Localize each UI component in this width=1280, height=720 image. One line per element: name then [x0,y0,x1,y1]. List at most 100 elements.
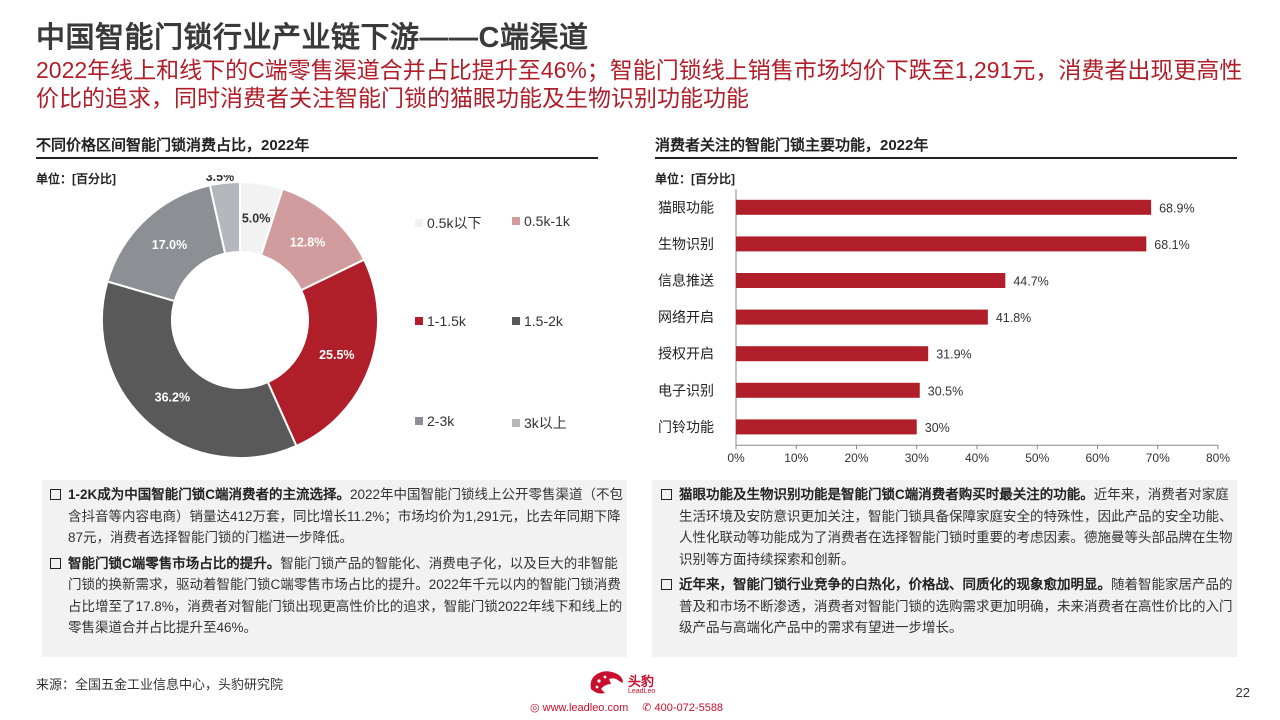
x-tick-label: 0% [727,451,745,465]
legend-item: 0.5k-1k [512,213,570,229]
left-note-2: 智能门锁C端零售市场占比的提升。智能门锁产品的智能化、消费电子化，以及巨大的非智… [50,553,625,639]
left-chart-title: 不同价格区间智能门锁消费占比，2022年 [36,137,310,154]
bar-data-label: 44.7% [1013,275,1048,289]
legend-swatch [415,219,423,227]
legend-swatch [415,417,423,425]
donut-data-label: 3.5% [206,175,235,184]
bar [736,419,917,435]
x-tick-label: 70% [1146,451,1170,465]
page-title: 中国智能门锁行业产业链下游——C端渠道 [36,22,589,54]
page-number: 22 [1235,685,1250,700]
bar-data-label: 30.5% [928,384,963,398]
checkbox-bullet-icon [661,579,672,590]
legend-label: 1-1.5k [427,313,466,329]
page-subtitle: 2022年线上和线下的C端零售渠道合并占比提升至46%；智能门锁线上销售市场均价… [36,57,1243,111]
bar-category-label: 网络开启 [658,309,714,325]
bar-data-label: 41.8% [996,311,1031,325]
left-chart-unit: 单位：[百分比] [36,172,116,186]
legend-label: 0.5k以下 [427,215,482,231]
bar-category-label: 电子识别 [658,382,714,398]
left-notes: 1-2K成为中国智能门锁C端消费者的主流选择。2022年中国智能门锁线上公开零售… [50,484,625,643]
legend-swatch [512,317,520,325]
bar-category-label: 信息推送 [658,273,714,289]
x-tick-label: 20% [844,451,868,465]
x-tick-label: 10% [784,451,808,465]
right-chart-unit: 单位：[百分比] [655,172,735,186]
brand-name-en: LeadLeo [628,688,656,695]
legend-item: 1.5-2k [512,313,563,329]
phone-icon: ✆ [642,702,652,714]
legend-item: 0.5k以下 [415,213,481,233]
checkbox-bullet-icon [50,557,61,569]
left-note-2-bold: 智能门锁C端零售市场占比的提升。 [68,555,281,571]
donut-slice [106,184,227,303]
checkbox-bullet-icon [50,489,61,500]
left-note-2-text: 智能门锁产品的智能化、消费电子化，以及巨大的非智能门锁的换新需求，驱动着智能门锁… [68,555,623,636]
donut-chart: 5.0% 12.8% 25.5% 36.2% 17.0% 3.5% [100,170,390,460]
leopard-logo-icon [590,671,623,694]
right-note-2: 近年来，智能门锁行业竞争的白热化，价格战、同质化的现象愈加明显。随着智能家居产品… [661,574,1233,639]
bar-data-label: 68.9% [1159,201,1194,215]
legend-item: 3k以上 [512,413,567,433]
left-title-rule [36,157,598,159]
globe-icon: ◎ [530,702,540,714]
donut-data-label: 25.5% [319,348,354,362]
bar-data-label: 31.9% [936,348,971,362]
checkbox-bullet-icon [661,489,672,500]
contact-info: ◎ www.leadleo.com ✆ 400-072-5588 [530,701,723,714]
bar [736,236,1147,252]
donut-data-label: 5.0% [242,211,270,225]
x-tick-label: 40% [965,451,989,465]
right-note-2-text: 随着智能家居产品的普及和市场不断渗透，消费者对智能门锁的选购需求更加明确，未来消… [679,577,1233,635]
x-tick-label: 60% [1085,451,1109,465]
right-notes-background [652,480,1237,657]
bar [736,382,920,398]
x-tick-label: 80% [1206,451,1230,465]
left-note-1-bold: 1-2K成为中国智能门锁C端消费者的主流选择。 [68,487,351,502]
phone-number: 400-072-5588 [654,702,724,714]
bar-data-label: 68.1% [1154,238,1189,252]
right-title-rule [655,157,1237,159]
donut-data-label: 12.8% [290,235,325,249]
donut-data-label: 17.0% [152,238,187,252]
bar-category-label: 授权开启 [658,346,714,362]
phone-item: ✆ 400-072-5588 [642,701,723,714]
left-note-1-text: 2022年中国智能门锁线上公开零售渠道（不包含抖音等内容电商）销量达412万套，… [68,487,624,545]
left-notes-background [42,480,627,657]
legend-label: 3k以上 [524,415,567,431]
bar-category-label: 猫眼功能 [658,199,714,215]
legend-label: 2-3k [427,413,455,429]
bar [736,346,929,362]
donut-slice [101,280,298,459]
legend-swatch [512,419,520,427]
brand-name: 头豹 [628,674,655,689]
bar [736,309,988,325]
donut-chart-svg: 5.0% 12.8% 25.5% 36.2% 17.0% 3.5% [101,170,379,459]
website-link[interactable]: www.leadleo.com [542,702,629,714]
legend-item: 1-1.5k [415,313,466,329]
right-notes: 猫眼功能及生物识别功能是智能门锁C端消费者购买时最关注的功能。近年来，消费者对家… [661,484,1233,643]
bar-category-label: 生物识别 [658,236,714,252]
bar-chart: 0% 10% 20% 30% 40% 50% 60% 70% 80% 猫眼功能 68.9% 生物识别 6… [650,185,1245,475]
right-note-2-bold: 近年来，智能门锁行业竞争的白热化，价格战、同质化的现象愈加明显。 [679,577,1111,592]
source-note: 来源：全国五金工业信息中心，头豹研究院 [36,677,284,692]
x-tick-label: 50% [1025,451,1049,465]
left-note-1: 1-2K成为中国智能门锁C端消费者的主流选择。2022年中国智能门锁线上公开零售… [50,484,625,549]
right-note-1-text: 近年来，消费者对家庭生活环境及安防意识更加关注，智能门锁具备保障家庭安全的特殊性… [679,487,1233,567]
right-chart-title: 消费者关注的智能门锁主要功能，2022年 [655,137,929,154]
x-tick-label: 30% [905,451,929,465]
legend-swatch [415,317,423,325]
bar-chart-svg: 0% 10% 20% 30% 40% 50% 60% 70% 80% 猫眼功能 68.9% 生物识别 6… [658,189,1230,465]
legend-item: 2-3k [415,413,454,429]
legend-label: 1.5-2k [524,313,563,329]
donut-legend: 0.5k以下 0.5k-1k 1-1.5k 1.5-2k 2-3k 3k以上 [415,205,615,435]
legend-swatch [512,217,520,225]
bar-category-label: 门铃功能 [658,419,714,435]
right-note-1-bold: 猫眼功能及生物识别功能是智能门锁C端消费者购买时最关注的功能。 [679,487,1094,502]
donut-data-label: 36.2% [155,391,190,405]
website-item[interactable]: ◎ www.leadleo.com [530,701,628,714]
bar [736,199,1152,215]
right-note-1: 猫眼功能及生物识别功能是智能门锁C端消费者购买时最关注的功能。近年来，消费者对家… [661,484,1233,570]
bar-data-label: 30% [925,421,950,435]
donut-slice [208,180,241,255]
